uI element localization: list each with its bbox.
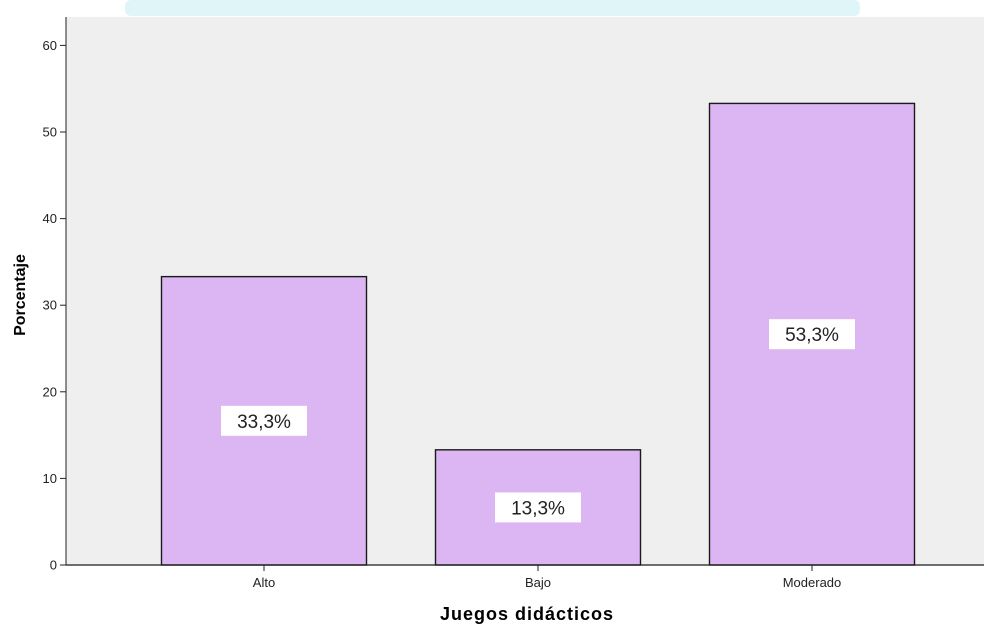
data-label-box-moderado [769,319,855,350]
x-tick-label-bajo: Bajo [525,575,551,590]
y-tick-label-40: 40 [43,211,57,226]
data-label-moderado: 53,3% [785,325,839,346]
y-tick-label-30: 30 [43,298,57,313]
y-axis-title: Porcentaje [12,254,29,336]
y-tick-label-60: 60 [43,38,57,53]
data-label-box-alto [221,405,307,436]
y-tick-label-10: 10 [43,471,57,486]
y-tick-label-0: 0 [50,558,57,573]
data-label-bajo: 13,3% [511,498,565,519]
bars-group: 33,3% 13,3% 53,3% [160,102,916,566]
x-axis-title: Juegos didácticos [440,604,614,624]
y-axis: 0 10 20 30 40 50 60 [43,17,67,573]
x-axis: Alto Bajo Moderado [66,564,984,590]
x-tick-label-moderado: Moderado [783,575,842,590]
data-label-box-bajo [495,492,581,523]
x-tick-label-alto: Alto [253,575,275,590]
y-tick-label-20: 20 [43,384,57,399]
data-label-alto: 33,3% [237,412,291,433]
y-tick-label-50: 50 [43,125,57,140]
top-decorative-band [125,0,860,16]
